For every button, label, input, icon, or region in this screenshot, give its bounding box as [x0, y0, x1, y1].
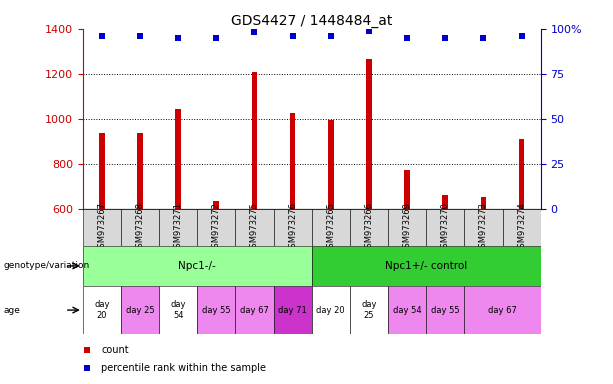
- Bar: [251, 72, 257, 345]
- Bar: [519, 139, 525, 345]
- Bar: [388, 209, 426, 246]
- Text: GSM973272: GSM973272: [212, 202, 221, 253]
- Bar: [443, 195, 448, 345]
- Bar: [503, 209, 541, 246]
- Bar: [312, 209, 350, 246]
- Bar: [350, 286, 388, 334]
- Text: age: age: [3, 306, 20, 314]
- Bar: [99, 132, 105, 345]
- Text: GSM973265: GSM973265: [326, 202, 335, 253]
- Bar: [137, 132, 143, 345]
- Bar: [481, 197, 486, 345]
- Bar: [83, 286, 121, 334]
- Bar: [388, 286, 426, 334]
- Text: day 55: day 55: [202, 306, 230, 314]
- Text: GSM973271: GSM973271: [173, 202, 183, 253]
- Bar: [197, 286, 235, 334]
- Bar: [83, 209, 121, 246]
- Bar: [83, 246, 312, 286]
- Bar: [426, 209, 465, 246]
- Text: day 71: day 71: [278, 306, 307, 314]
- Bar: [312, 246, 541, 286]
- Bar: [273, 209, 311, 246]
- Bar: [465, 286, 541, 334]
- Text: GSM973275: GSM973275: [250, 202, 259, 253]
- Text: GSM973270: GSM973270: [441, 202, 450, 253]
- Bar: [159, 286, 197, 334]
- Bar: [328, 120, 333, 345]
- Text: day 55: day 55: [431, 306, 460, 314]
- Text: GSM973267: GSM973267: [97, 202, 106, 253]
- Bar: [312, 286, 350, 334]
- Text: day 20: day 20: [316, 306, 345, 314]
- Text: day 67: day 67: [488, 306, 517, 314]
- Text: GSM973273: GSM973273: [479, 202, 488, 253]
- Text: Npc1-/-: Npc1-/-: [178, 261, 216, 271]
- Text: day 25: day 25: [126, 306, 154, 314]
- Bar: [235, 209, 273, 246]
- Text: day
54: day 54: [170, 300, 186, 320]
- Text: day
20: day 20: [94, 300, 110, 320]
- Bar: [465, 209, 503, 246]
- Bar: [426, 286, 465, 334]
- Text: GSM973276: GSM973276: [288, 202, 297, 253]
- Text: day 67: day 67: [240, 306, 269, 314]
- Bar: [273, 286, 311, 334]
- Bar: [213, 201, 219, 345]
- Text: day 54: day 54: [393, 306, 421, 314]
- Bar: [366, 59, 372, 345]
- Text: GSM973266: GSM973266: [365, 202, 373, 253]
- Text: count: count: [101, 345, 129, 355]
- Bar: [290, 113, 295, 345]
- Bar: [197, 209, 235, 246]
- Text: GSM973274: GSM973274: [517, 202, 526, 253]
- Text: GSM973269: GSM973269: [403, 202, 411, 253]
- Bar: [121, 286, 159, 334]
- Bar: [121, 209, 159, 246]
- Text: percentile rank within the sample: percentile rank within the sample: [101, 363, 266, 373]
- Bar: [235, 286, 273, 334]
- Bar: [350, 209, 388, 246]
- Text: day
25: day 25: [361, 300, 377, 320]
- Text: Npc1+/- control: Npc1+/- control: [385, 261, 467, 271]
- Title: GDS4427 / 1448484_at: GDS4427 / 1448484_at: [231, 14, 392, 28]
- Text: genotype/variation: genotype/variation: [3, 262, 89, 270]
- Text: GSM973268: GSM973268: [135, 202, 145, 253]
- Bar: [404, 170, 410, 345]
- Bar: [175, 109, 181, 345]
- Bar: [159, 209, 197, 246]
